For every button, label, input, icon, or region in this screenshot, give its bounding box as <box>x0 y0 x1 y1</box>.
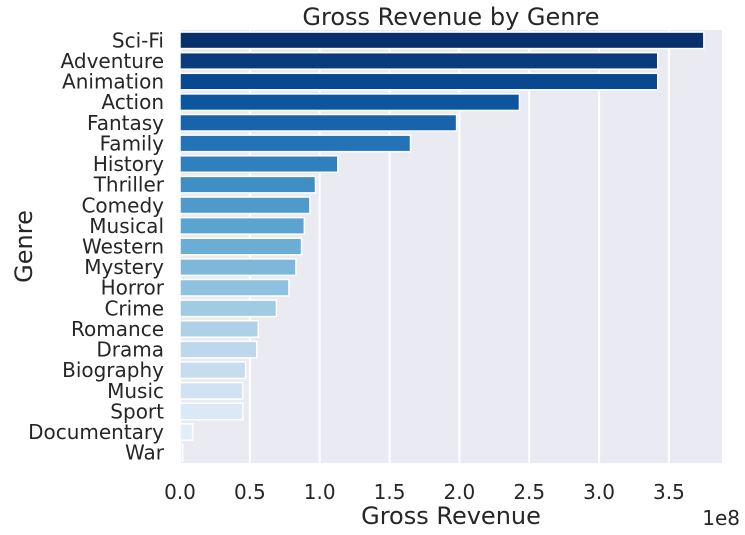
y-tick-label: Western <box>82 235 164 259</box>
bar-romance <box>179 319 259 338</box>
y-tick-label: Horror <box>101 276 165 300</box>
bar-thriller <box>179 175 317 194</box>
bar-sci-fi <box>179 31 705 50</box>
bar-sport <box>179 402 244 421</box>
y-tick-label: Action <box>101 90 164 114</box>
y-tick-label: Fantasy <box>87 111 164 135</box>
bar-horror <box>179 278 290 297</box>
bar-fantasy <box>179 113 458 132</box>
x-tick-label: 3.5 <box>653 480 685 504</box>
y-tick-label: History <box>93 152 164 176</box>
x-tick-label: 0.5 <box>234 480 266 504</box>
x-axis-label: Gross Revenue <box>361 502 541 530</box>
y-tick-label: Family <box>100 131 165 155</box>
bar-documentary <box>179 423 194 442</box>
y-tick-label: Drama <box>96 338 164 362</box>
bars <box>179 31 705 462</box>
x-tick-label: 3.0 <box>583 480 615 504</box>
chart-title: Gross Revenue by Genre <box>302 3 599 31</box>
bar-drama <box>179 340 258 359</box>
y-tick-label: Sci-Fi <box>112 28 164 52</box>
bar-musical <box>179 216 306 235</box>
bar-mystery <box>179 258 297 277</box>
x-tick-label: 2.5 <box>513 480 545 504</box>
y-tick-label: Animation <box>62 70 164 94</box>
bar-adventure <box>179 51 659 70</box>
y-tick-label: Sport <box>110 399 164 423</box>
y-tick-labels: Sci-FiAdventureAnimationActionFantasyFam… <box>28 28 165 464</box>
y-tick-label: Comedy <box>81 193 164 217</box>
x-scale-label: 1e8 <box>702 506 740 530</box>
y-tick-label: Music <box>107 379 164 403</box>
bar-crime <box>179 299 278 318</box>
x-tick-label: 0.0 <box>164 480 196 504</box>
bar-action <box>179 93 521 112</box>
bar-western <box>179 237 303 256</box>
y-axis-label: Genre <box>10 210 38 283</box>
x-tick-labels: 0.0 0.5 1.0 1.5 2.0 2.5 3.0 3.5 <box>164 480 685 504</box>
bar-history <box>179 155 339 174</box>
bar-family <box>179 134 412 153</box>
bar-music <box>179 381 244 400</box>
y-tick-label: Biography <box>62 358 164 382</box>
bar-biography <box>179 361 247 380</box>
y-tick-label: Romance <box>71 317 164 341</box>
bar-comedy <box>179 196 311 215</box>
y-tick-label: War <box>125 441 165 465</box>
x-tick-label: 1.0 <box>304 480 336 504</box>
y-tick-label: Crime <box>104 296 164 320</box>
y-tick-label: Thriller <box>93 173 165 197</box>
bar-animation <box>179 72 659 91</box>
y-tick-label: Mystery <box>84 255 164 279</box>
bar-war <box>179 443 184 462</box>
y-tick-label: Adventure <box>61 49 164 73</box>
x-tick-label: 2.0 <box>443 480 475 504</box>
y-tick-label: Musical <box>89 214 164 238</box>
x-tick-label: 1.5 <box>374 480 406 504</box>
y-tick-label: Documentary <box>28 420 164 444</box>
